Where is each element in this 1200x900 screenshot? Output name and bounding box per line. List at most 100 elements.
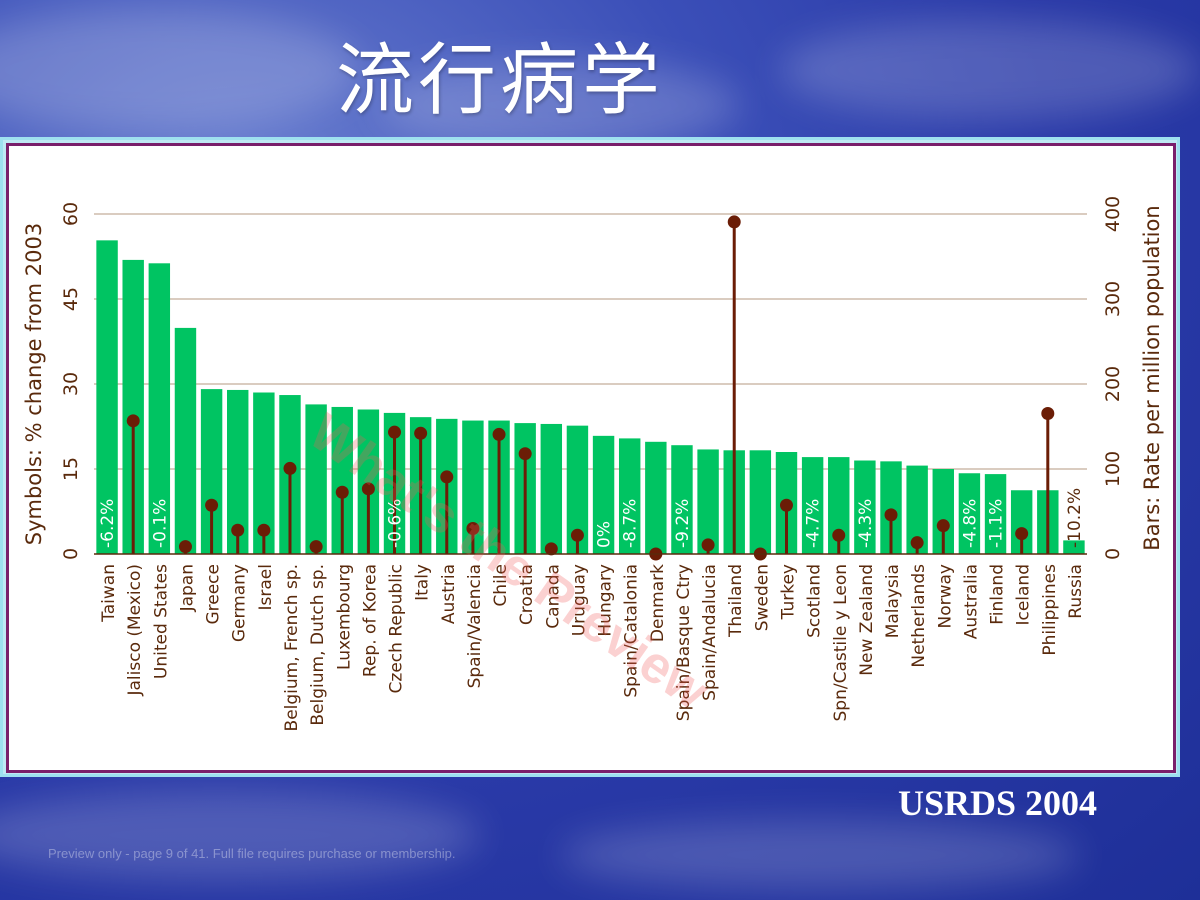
right-axis-title: Bars: Rate per million population	[1140, 205, 1164, 550]
category-label: Turkey	[778, 564, 798, 620]
bar	[566, 425, 589, 554]
bar	[174, 327, 197, 554]
category-label: Uruguay	[569, 564, 589, 636]
category-label: Italy	[413, 564, 433, 601]
bar	[749, 450, 772, 554]
bar	[462, 420, 484, 554]
left-tick-label: 0	[60, 548, 82, 560]
data-label: -6.2%	[98, 499, 118, 548]
bar	[1063, 540, 1085, 554]
bar	[122, 259, 144, 554]
marker-point	[231, 523, 245, 537]
bar-chart: -6.2% -0.1% -0.6% 0% -8.7% -9.2% -4.7% -4.3% -4.…	[22, 196, 1164, 732]
axes: 0 15 30 45 60 0 100 200 300 400 Symbols: % change …	[22, 196, 1164, 560]
category-label: Spain/Basque Ctry	[674, 564, 694, 721]
category-label: Greece	[204, 564, 224, 625]
bar	[880, 461, 902, 554]
marker-point	[518, 447, 532, 461]
bar	[854, 460, 876, 554]
marker-point	[178, 540, 192, 554]
category-label: Austria	[439, 564, 459, 624]
category-label: Iceland	[1014, 564, 1034, 626]
marker-point	[257, 523, 271, 537]
category-label: Spain/Andalucia	[700, 564, 720, 701]
data-label: -4.3%	[856, 499, 876, 548]
category-label: Sweden	[752, 564, 772, 631]
category-label: New Zealand	[857, 564, 877, 676]
bar	[1010, 490, 1033, 554]
marker-point	[936, 519, 950, 533]
marker-point	[309, 540, 323, 554]
data-label: -4.8%	[960, 499, 980, 548]
change-markers	[126, 215, 1055, 561]
marker-point	[1041, 406, 1055, 420]
category-label: Croatia	[517, 564, 537, 625]
bars	[96, 240, 1085, 554]
bar	[697, 449, 719, 554]
category-label: Russia	[1066, 564, 1086, 619]
data-label: -8.7%	[621, 499, 641, 548]
bar	[618, 438, 641, 554]
marker-point	[440, 470, 454, 484]
background-cloud	[0, 790, 480, 880]
bar	[253, 392, 275, 554]
bar	[984, 474, 1007, 554]
left-tick-label: 30	[60, 372, 82, 396]
marker-point	[570, 528, 584, 542]
category-label: Rep. of Korea	[360, 564, 380, 677]
chart-panel: -6.2% -0.1% -0.6% 0% -8.7% -9.2% -4.7% -4.3% -4.…	[6, 143, 1176, 773]
category-label: Philippines	[1040, 564, 1060, 656]
category-label: Hungary	[596, 564, 616, 637]
right-tick-label: 400	[1102, 196, 1124, 232]
category-label: Australia	[961, 564, 981, 639]
source-label: USRDS 2004	[897, 783, 1097, 823]
category-label: United States	[151, 564, 171, 679]
bar	[540, 423, 563, 554]
bar	[932, 469, 954, 554]
slide-title: 流行病学	[335, 36, 664, 126]
bar	[200, 389, 223, 554]
category-label: Malaysia	[883, 564, 903, 638]
marker-point	[910, 536, 924, 550]
bar	[828, 457, 850, 554]
data-label: -4.7%	[804, 499, 824, 548]
bar	[592, 435, 615, 554]
category-label: Spain/Valencia	[465, 564, 485, 688]
marker-point	[544, 542, 558, 556]
category-label: Finland	[988, 564, 1008, 625]
background-cloud	[560, 820, 1080, 890]
right-tick-label: 100	[1102, 451, 1124, 487]
bar	[305, 404, 327, 554]
marker-point	[335, 485, 349, 499]
bar	[357, 409, 380, 554]
bar	[645, 441, 667, 554]
bar	[227, 389, 249, 554]
category-label: Japan	[177, 564, 197, 612]
marker-point	[727, 215, 741, 229]
marker-point	[466, 522, 480, 535]
category-label: Taiwan	[99, 564, 119, 623]
marker-point	[205, 498, 219, 512]
bar	[958, 473, 981, 554]
marker-point	[779, 498, 793, 512]
data-label: -10.2%	[1065, 488, 1085, 548]
marker-point	[1015, 527, 1029, 541]
data-label: -9.2%	[673, 499, 693, 548]
background-cloud	[380, 60, 740, 150]
marker-point	[832, 528, 846, 542]
marker-point	[884, 508, 898, 522]
marker-point	[414, 426, 428, 440]
footer-note: Preview only - page 9 of 41. Full file r…	[48, 846, 456, 861]
category-label: Denmark	[648, 564, 668, 642]
category-label: Jalisco (Mexico)	[125, 564, 145, 697]
category-label: Spn/Castile y Leon	[831, 564, 851, 721]
category-label: Czech Republic	[387, 564, 407, 693]
category-label: Germany	[230, 564, 250, 642]
data-label: -1.1%	[987, 499, 1007, 548]
marker-point	[388, 425, 402, 439]
data-labels: -6.2% -0.1% -0.6% 0% -8.7% -9.2% -4.7% -4.3% -4.…	[98, 488, 1085, 548]
data-label: 0%	[595, 521, 615, 548]
bar	[906, 465, 928, 554]
marker-point	[492, 427, 506, 441]
data-label: -0.1%	[150, 499, 170, 548]
